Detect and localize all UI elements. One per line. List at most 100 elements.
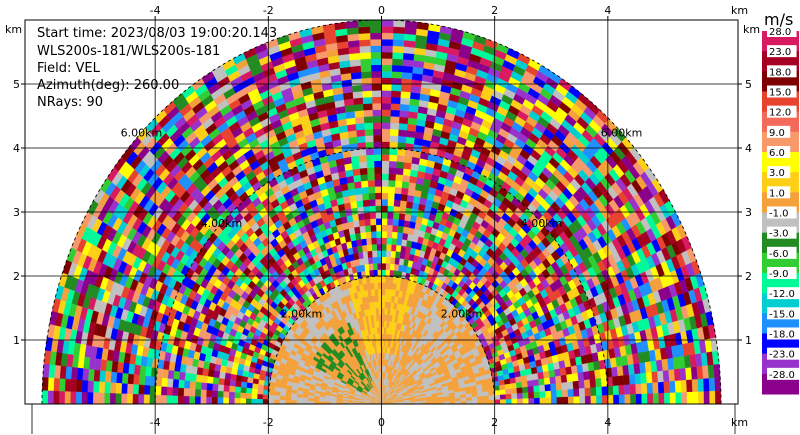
range-gate-cell — [402, 168, 411, 176]
range-gate-cell — [376, 231, 382, 238]
range-gate-cell — [361, 193, 370, 201]
range-gate-cell — [522, 386, 529, 393]
range-gate-cell — [396, 154, 405, 163]
range-gate-cell — [351, 213, 359, 222]
range-gate-cell — [391, 289, 396, 297]
range-gate-cell — [577, 371, 585, 381]
range-gate-cell — [403, 220, 411, 228]
range-gate-cell — [352, 168, 361, 176]
range-gate-cell — [635, 383, 642, 395]
range-gate-cell — [640, 372, 647, 384]
range-gate-cell — [388, 154, 398, 162]
range-gate-cell — [641, 382, 648, 394]
range-gate-cell — [360, 180, 369, 188]
range-gate-cell — [709, 390, 716, 404]
range-gate-cell — [372, 122, 382, 130]
range-gate-cell — [357, 20, 370, 28]
range-gate-cell — [381, 51, 393, 59]
range-gate-cell — [527, 379, 534, 387]
range-gate-cell — [390, 90, 401, 98]
range-gate-cell — [392, 45, 404, 54]
range-gate-cell — [373, 154, 382, 162]
range-gate-cell — [402, 174, 411, 183]
range-gate-cell — [708, 377, 716, 392]
range-gate-cell — [477, 395, 484, 401]
range-gate-cell — [370, 64, 382, 72]
range-gate-cell — [353, 181, 362, 189]
range-gate-cell — [381, 250, 387, 258]
range-gate-cell — [537, 371, 545, 380]
range-gate-cell — [511, 393, 518, 400]
range-gate-cell — [358, 39, 371, 47]
range-gate-cell — [542, 370, 550, 379]
range-gate-cell — [386, 224, 393, 232]
range-gate-cell — [350, 65, 362, 74]
range-gate-cell — [590, 386, 597, 396]
range-gate-cell — [662, 369, 670, 382]
range-gate-cell — [406, 194, 415, 203]
range-gate-cell — [623, 374, 631, 385]
range-gate-cell — [381, 122, 391, 130]
range-gate-cell — [681, 391, 688, 404]
range-gate-cell — [365, 231, 372, 239]
range-gate-cell — [532, 378, 540, 387]
range-gate-cell — [370, 45, 382, 53]
range-gate-cell — [347, 33, 360, 42]
range-gate-cell — [360, 71, 372, 79]
range-gate-cell — [364, 218, 371, 226]
range-gate-cell — [612, 385, 620, 395]
range-gate-cell — [583, 379, 591, 389]
range-gate-cell — [579, 395, 586, 404]
range-gate-cell — [595, 386, 603, 396]
range-gate-cell — [395, 161, 405, 169]
range-gate-cell — [645, 371, 653, 384]
range-gate-cell — [358, 32, 371, 41]
range-gate-cell — [354, 116, 365, 125]
range-gate-cell — [517, 398, 524, 404]
range-gate-cell — [673, 368, 681, 381]
range-gate-cell — [395, 244, 402, 253]
range-gate-cell — [403, 161, 412, 170]
range-gate-cell — [375, 211, 382, 219]
range-gate-cell — [376, 250, 382, 258]
range-gate-cell — [527, 385, 535, 393]
range-gate-cell — [516, 392, 524, 399]
range-gate-cell — [352, 91, 363, 99]
range-gate-cell — [393, 263, 399, 272]
range-gate-cell — [363, 212, 371, 220]
range-gate-cell — [381, 135, 390, 142]
range-gate-cell — [715, 390, 722, 404]
range-gate-cell — [404, 207, 413, 216]
range-gate-cell — [605, 367, 613, 378]
range-gate-cell — [539, 390, 546, 398]
range-gate-cell — [613, 394, 620, 404]
range-gate-cell — [559, 367, 567, 376]
range-gate-cell — [477, 399, 484, 404]
range-gate-cell — [616, 365, 624, 377]
range-gate-cell — [381, 167, 389, 174]
range-gate-cell — [373, 141, 382, 149]
range-gate-cell — [389, 135, 399, 143]
range-gate-cell — [674, 380, 682, 393]
range-gate-cell — [374, 179, 382, 187]
range-gate-cell — [387, 205, 394, 213]
range-gate-cell — [460, 397, 467, 402]
range-gate-cell — [392, 39, 405, 47]
range-gate-cell — [511, 398, 518, 404]
range-gate-cell — [522, 398, 529, 404]
range-gate-cell — [544, 383, 551, 392]
range-gate-cell — [400, 187, 409, 196]
range-gate-cell — [373, 275, 378, 283]
range-gate-cell — [352, 97, 364, 105]
range-gate-cell — [556, 396, 563, 404]
range-gate-cell — [374, 186, 382, 194]
range-gate-cell — [348, 136, 358, 145]
range-gate-cell — [348, 46, 360, 55]
range-gate-cell — [522, 392, 529, 399]
range-gate-cell — [590, 395, 597, 404]
range-gate-cell — [628, 373, 636, 385]
range-gate-cell — [494, 394, 501, 400]
range-gate-cell — [641, 393, 648, 404]
range-gate-cell — [381, 32, 394, 40]
range-gate-cell — [381, 109, 391, 117]
